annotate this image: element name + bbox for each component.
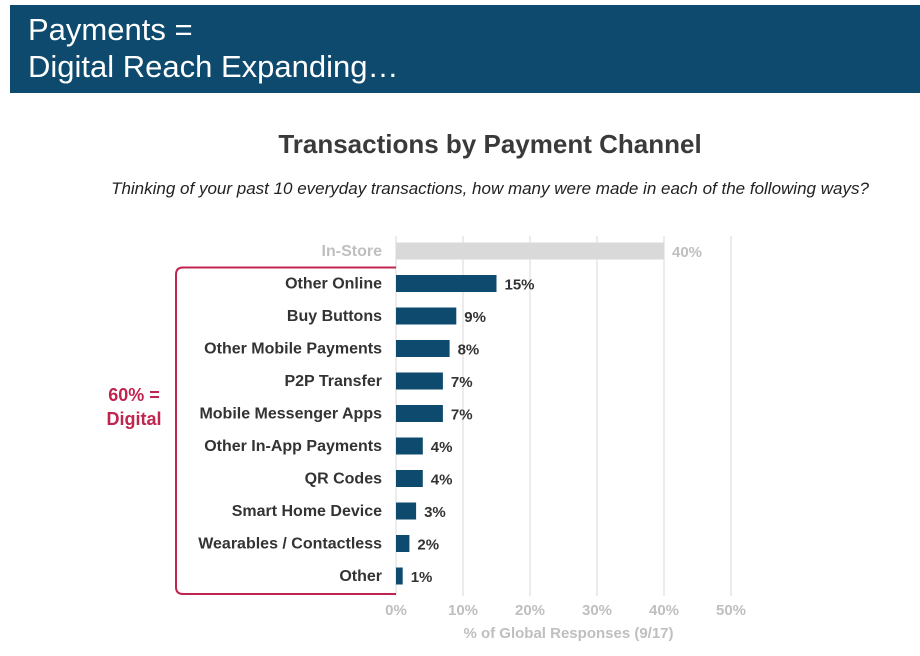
data-label: 15% (505, 277, 535, 294)
category-label: Smart Home Device (232, 503, 382, 520)
category-label: Wearables / Contactless (198, 536, 382, 553)
category-label: Other (339, 568, 382, 585)
chart-title: Transactions by Payment Channel (278, 129, 702, 159)
data-label: 4% (431, 439, 453, 456)
digital-bracket (175, 266, 396, 595)
category-label: In-Store (322, 243, 383, 260)
category-label: Other In-App Payments (204, 438, 382, 455)
data-label: 1% (411, 569, 433, 586)
category-label: Other Mobile Payments (204, 341, 382, 358)
data-label: 7% (451, 407, 473, 424)
bar (396, 340, 450, 357)
banner-title-line-2: Digital Reach Expanding… (28, 49, 399, 84)
x-tick-label: 50% (716, 602, 746, 619)
category-label: QR Codes (305, 471, 382, 488)
x-axis-label: % of Global Responses (9/17) (463, 625, 673, 642)
annotation-line-1: 60% = (108, 385, 160, 405)
x-tick-label: 30% (582, 602, 612, 619)
bar (396, 242, 664, 260)
data-label: 2% (417, 537, 439, 554)
chart-subtitle: Thinking of your past 10 everyday transa… (111, 179, 869, 198)
annotation-line-2: Digital (106, 409, 161, 429)
bar (396, 275, 497, 292)
bar (396, 437, 423, 455)
bar (396, 567, 403, 585)
data-label: 4% (431, 472, 453, 489)
data-label: 9% (464, 309, 486, 326)
x-tick-label: 10% (448, 602, 478, 619)
bar (396, 307, 457, 325)
data-label: 40% (672, 244, 702, 261)
bar (396, 535, 410, 552)
x-tick-label: 20% (515, 602, 545, 619)
data-label: 8% (458, 342, 480, 359)
category-label: Other Online (285, 276, 382, 293)
bar (396, 470, 423, 487)
category-label: Mobile Messenger Apps (199, 406, 382, 423)
bar (396, 405, 443, 422)
x-tick-label: 40% (649, 602, 679, 619)
category-label: P2P Transfer (284, 373, 382, 390)
bar (396, 502, 417, 520)
data-label: 3% (424, 504, 446, 521)
category-label: Buy Buttons (287, 308, 382, 325)
data-label: 7% (451, 374, 473, 391)
title-banner: Payments = Digital Reach Expanding… (10, 5, 920, 93)
bar (396, 372, 443, 390)
banner-title-line-1: Payments = (28, 12, 193, 47)
x-tick-label: 0% (385, 602, 407, 619)
